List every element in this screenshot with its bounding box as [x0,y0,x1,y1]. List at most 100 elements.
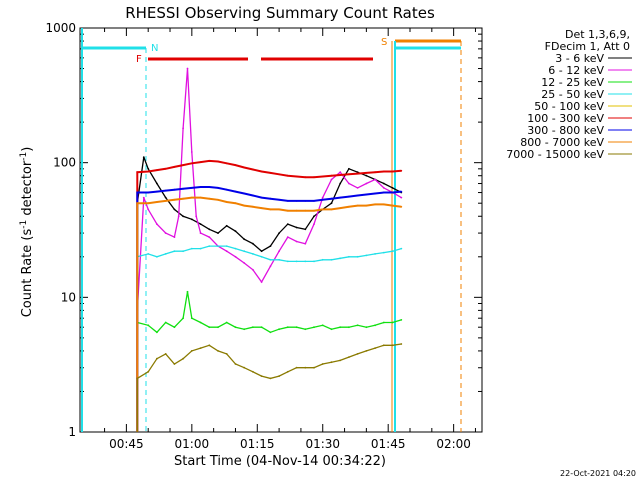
data-point [382,170,385,173]
data-point [147,370,150,373]
data-point [164,353,167,355]
data-point [243,192,246,195]
data-point [186,290,189,293]
data-point [190,350,193,352]
data-point [147,208,150,211]
data-point [286,209,289,212]
legend-label: 800 - 7000 keV [520,136,604,149]
data-point [252,168,254,171]
data-point [199,196,202,199]
data-point [243,250,246,253]
data-point [156,331,158,334]
data-point [260,207,263,210]
data-point [217,198,219,201]
series-line-8 [136,343,402,432]
data-point [356,194,359,197]
data-point [173,188,176,191]
data-point [208,236,211,239]
data-point [156,255,158,258]
x-tick-label: 01:00 [175,437,210,451]
data-point [348,356,350,358]
data-point [374,192,376,195]
data-point [400,196,403,199]
data-point [260,196,263,199]
data-point [321,258,324,261]
data-point [156,201,158,203]
data-point [182,127,185,130]
data-point [278,375,280,377]
data-point [136,377,139,380]
data-point [330,328,333,331]
data-point [365,254,368,257]
flag-n-label: N [151,43,158,54]
data-point [304,328,307,331]
data-point [173,250,176,253]
data-point [374,171,376,174]
data-point [295,240,298,243]
legend-label: 3 - 6 keV [555,52,604,65]
data-point [147,167,150,170]
data-point [252,194,254,197]
data-point [400,205,403,208]
data-point [252,268,254,271]
data-point [217,232,219,235]
data-point [330,258,333,261]
data-point [234,255,237,258]
legend-label: 300 - 800 keV [527,124,604,137]
data-point [260,326,263,329]
data-point [321,208,324,211]
data-point [374,253,376,255]
series-layer [136,67,403,432]
data-point [304,228,307,231]
data-point [147,202,150,205]
data-point [225,245,228,248]
data-point [217,160,219,163]
series-line-5 [136,159,402,432]
series-line-1 [136,68,402,432]
data-point [321,363,324,365]
data-point [365,204,368,207]
data-point [382,182,385,185]
data-point [391,250,394,253]
data-point [278,198,280,201]
data-point [225,250,228,253]
data-point [269,331,272,334]
data-point [260,170,263,173]
data-point [243,366,246,369]
data-point [339,171,342,174]
data-point [365,350,368,352]
data-point [286,370,289,373]
footer-date: 22-Oct-2021 04:20 [560,469,636,478]
data-point [348,326,350,329]
data-point [173,166,176,168]
data-point [199,232,202,235]
data-point [234,202,237,205]
data-point [225,162,228,165]
series-line-3 [136,245,402,432]
data-point [348,205,350,208]
data-point [295,175,298,178]
data-point [136,171,139,174]
chart-title: RHESSI Observing Summary Count Rates [125,4,435,22]
data-point [313,326,315,329]
data-point [177,215,180,218]
data-point [173,363,176,365]
y-label-part-1: Count Rate (s [20,229,35,318]
data-point [182,250,185,253]
data-point [330,178,333,181]
data-point [252,242,254,245]
data-point [304,200,307,202]
data-point [348,182,350,185]
data-point [356,172,359,175]
y-label-sup-1: -1 [19,220,29,229]
event-markers [81,28,462,432]
data-point [356,353,359,355]
data-point [339,182,342,185]
data-point [313,200,315,202]
data-point [391,344,394,347]
data-point [356,324,359,327]
data-point [225,321,228,324]
data-point [182,197,185,200]
data-point [208,326,211,329]
x-axis: 00:45 01:00 01:15 01:30 01:45 02:00 [104,28,476,451]
